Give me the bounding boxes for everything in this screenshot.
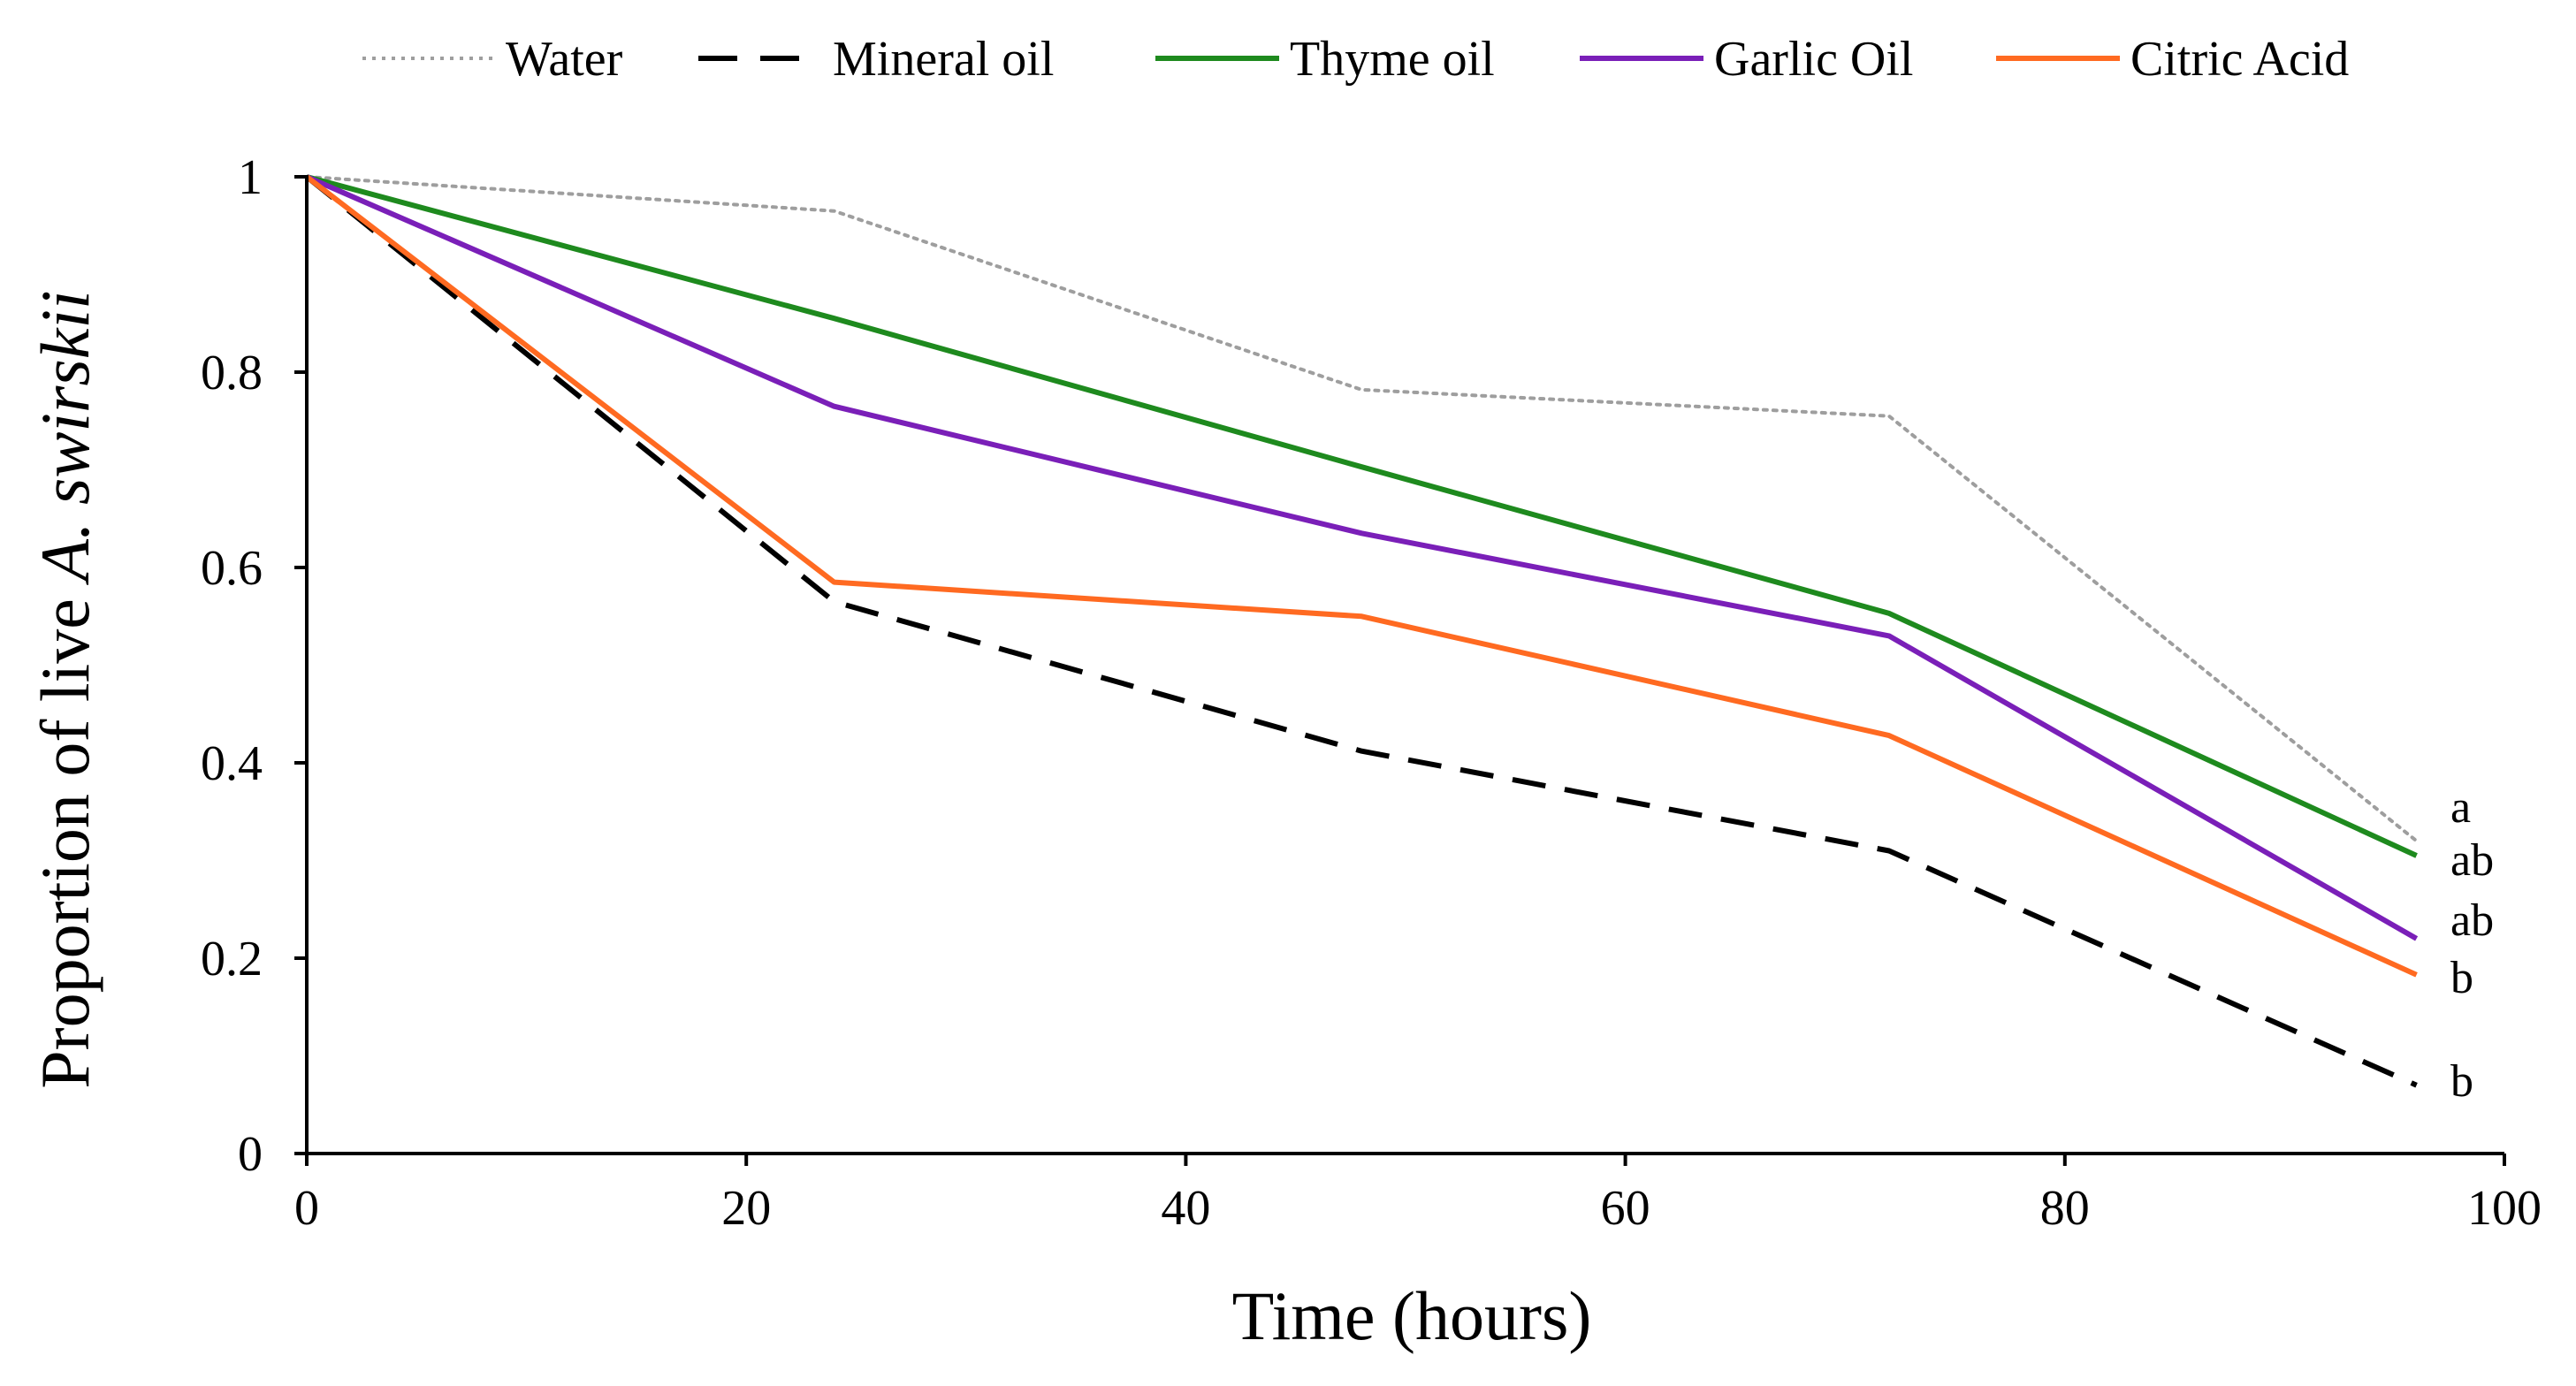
y-tick-label: 0.2: [201, 932, 263, 986]
y-tick-label: 0.4: [201, 736, 263, 791]
significance-label: a: [2450, 782, 2471, 833]
x-tick-label: 40: [1161, 1181, 1210, 1236]
x-tick-label: 80: [2040, 1181, 2090, 1236]
legend-label: Garlic Oil: [1714, 32, 1913, 87]
x-axis-title: Time (hours): [1232, 1277, 1592, 1354]
x-tick-label: 20: [721, 1181, 771, 1236]
series-line-garlic-oil: [305, 174, 2419, 941]
y-tick-label: 0.8: [201, 346, 263, 400]
x-tick-label: 60: [1601, 1181, 1650, 1236]
legend-label: Mineral oil: [833, 32, 1054, 87]
significance-label: ab: [2450, 835, 2494, 886]
x-tick-label: 0: [294, 1181, 319, 1236]
series-line-thyme-oil: [306, 174, 2418, 858]
legend-label: Water: [506, 32, 623, 87]
y-tick-label: 0.6: [201, 541, 263, 596]
series-line-citric-acid: [305, 174, 2418, 978]
y-axis-title-prefix: Proportion of live: [27, 582, 103, 1089]
legend-item: Thyme oil: [1155, 32, 1495, 87]
series-line-mineral-oil: [305, 174, 2418, 1088]
x-tick-label: 100: [2467, 1181, 2542, 1236]
legend-item: Garlic Oil: [1580, 32, 1913, 87]
y-axis-title: Proportion of live A. swirskii: [27, 290, 103, 1088]
legend: Water Mineral oil Thyme oil Garlic Oil Citri…: [362, 32, 2349, 87]
legend-label: Thyme oil: [1290, 32, 1495, 87]
significance-label: b: [2450, 953, 2473, 1003]
significance-label: ab: [2450, 895, 2494, 946]
series-line-water: [305, 175, 2419, 843]
y-tick-label: 1: [238, 150, 263, 205]
axes: 0 0.2 0.4 0.6 0.8 1 0 20 40 60 80 100: [201, 150, 2542, 1236]
legend-item: Mineral oil: [698, 32, 1054, 87]
legend-item: Water: [362, 32, 623, 87]
y-tick-label: 0: [238, 1127, 263, 1182]
legend-item: Citric Acid: [1996, 32, 2349, 87]
significance-label: b: [2450, 1056, 2473, 1107]
y-axis-title-species: A. swirskii: [27, 290, 103, 585]
legend-label: Citric Acid: [2130, 32, 2349, 87]
